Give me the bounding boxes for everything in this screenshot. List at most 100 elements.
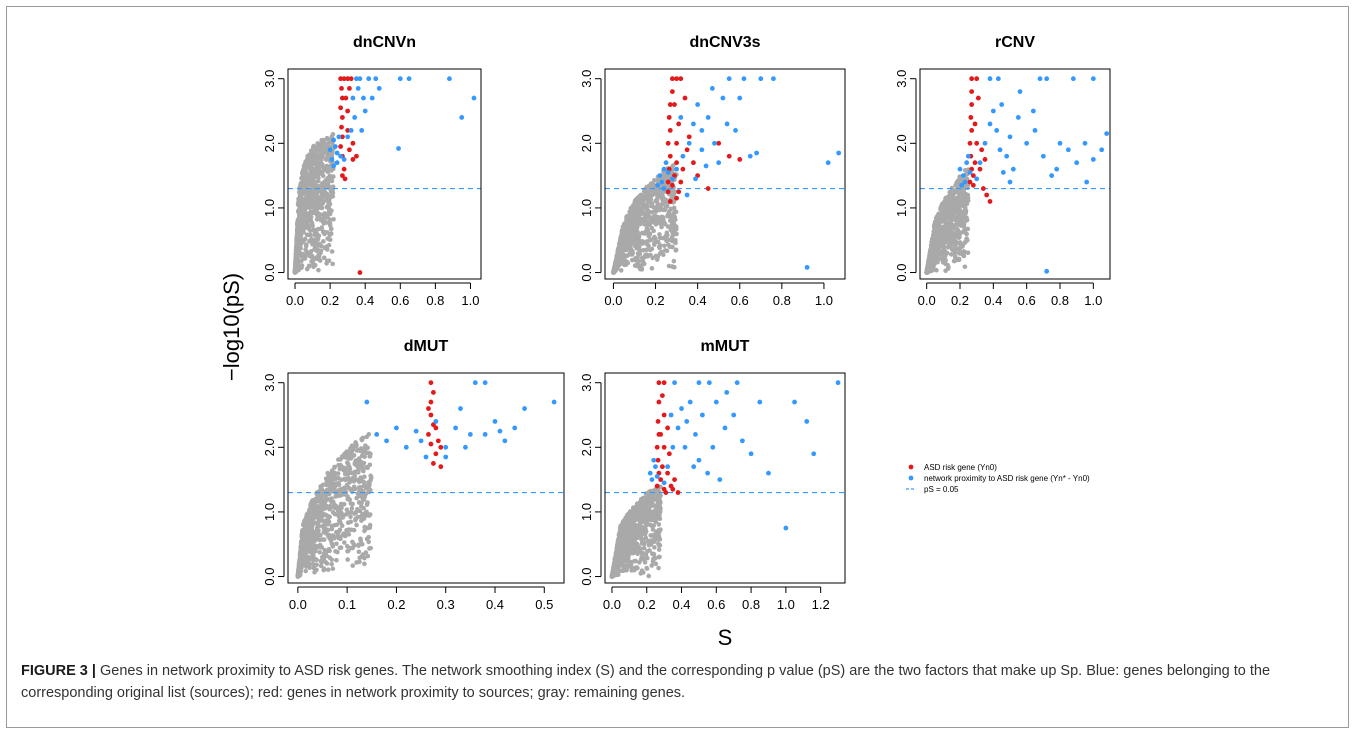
gray-point — [346, 471, 351, 476]
gray-point — [657, 503, 663, 509]
blue-point — [997, 147, 1003, 153]
gray-point — [615, 556, 621, 561]
gray-point — [656, 522, 662, 527]
gray-point — [362, 494, 368, 500]
red-point — [987, 199, 993, 204]
gray-point — [965, 250, 971, 256]
red-point — [969, 89, 975, 95]
gray-point — [357, 448, 363, 454]
red-point — [343, 95, 349, 101]
blue-point — [720, 95, 726, 101]
gray-point — [317, 258, 323, 263]
gray-point — [948, 243, 954, 248]
gray-point — [345, 475, 351, 481]
gray-point — [307, 182, 313, 188]
gray-point — [936, 241, 941, 247]
red-point — [675, 490, 681, 495]
gray-point — [324, 492, 329, 498]
blue-point — [366, 76, 372, 82]
gray-point — [946, 206, 951, 212]
gray-point — [317, 549, 322, 555]
gray-points-group — [292, 131, 336, 275]
blue-point — [960, 173, 966, 179]
blue-point — [1090, 157, 1096, 162]
gray-point — [353, 517, 358, 523]
gray-point — [316, 242, 321, 247]
gray-point — [657, 537, 663, 542]
gray-point — [324, 261, 329, 266]
gray-point — [305, 161, 310, 166]
blue-point — [709, 85, 715, 91]
gray-point — [933, 250, 939, 256]
gray-point — [962, 264, 968, 270]
gray-point — [664, 237, 669, 243]
gray-point — [302, 224, 308, 230]
blue-point — [737, 95, 743, 101]
red-point — [667, 153, 673, 159]
gray-point — [631, 507, 636, 512]
blue-point — [1090, 76, 1096, 82]
gray-point — [301, 207, 306, 213]
x-tick-label: 0.2 — [638, 597, 656, 612]
gray-point — [323, 157, 329, 162]
gray-point — [625, 227, 631, 233]
gray-point — [633, 205, 639, 210]
gray-point — [315, 247, 321, 253]
legend-label: ASD risk gene (Yn0) — [924, 463, 997, 472]
gray-point — [367, 454, 373, 459]
x-tick-label: 0.0 — [289, 597, 307, 612]
gray-point — [652, 555, 658, 561]
gray-point — [937, 232, 942, 237]
gray-point — [317, 511, 323, 517]
blue-point — [355, 85, 361, 91]
red-point — [680, 166, 686, 172]
gray-point — [316, 252, 321, 258]
y-tick-label: 3.0 — [894, 70, 909, 88]
y-tick-label: 1.0 — [579, 503, 594, 521]
gray-point — [339, 523, 345, 528]
gray-point — [956, 195, 962, 201]
gray-point — [947, 219, 953, 225]
gray-point — [941, 212, 947, 218]
gray-point — [338, 462, 343, 468]
figure-caption-label: FIGURE 3 | — [21, 663, 96, 679]
red-point — [428, 412, 434, 418]
blue-point — [1044, 268, 1050, 274]
red-point — [661, 380, 667, 386]
y-tick-label: 0.0 — [262, 263, 277, 281]
gray-point — [655, 489, 660, 495]
gray-point — [636, 234, 642, 240]
blue-point — [766, 470, 771, 476]
gray-point — [359, 453, 365, 459]
red-point — [339, 124, 344, 130]
gray-point — [330, 544, 336, 549]
red-point — [970, 182, 976, 188]
gray-point — [303, 532, 309, 537]
blue-point — [693, 431, 698, 437]
gray-point — [657, 216, 663, 221]
red-point — [350, 157, 356, 162]
gray-point — [671, 219, 677, 224]
blue-point — [492, 419, 498, 424]
gray-point — [613, 260, 618, 265]
gray-point — [360, 466, 366, 472]
gray-point — [620, 547, 626, 553]
blue-point — [684, 192, 690, 198]
blue-point — [982, 140, 988, 146]
blue-point — [686, 140, 692, 146]
blue-point — [394, 425, 399, 431]
gray-point — [631, 537, 636, 543]
blue-point — [994, 127, 1000, 133]
gray-point — [940, 202, 945, 207]
gray-point — [621, 234, 626, 240]
gray-point — [330, 261, 335, 267]
blue-point — [974, 176, 980, 182]
gray-point — [636, 501, 641, 507]
blue-point — [967, 169, 973, 175]
gray-point — [310, 176, 316, 181]
gray-point — [670, 214, 675, 219]
y-tick-label: 3.0 — [262, 374, 277, 392]
gray-point — [947, 189, 953, 195]
gray-point — [934, 215, 940, 220]
gray-point — [304, 173, 310, 178]
